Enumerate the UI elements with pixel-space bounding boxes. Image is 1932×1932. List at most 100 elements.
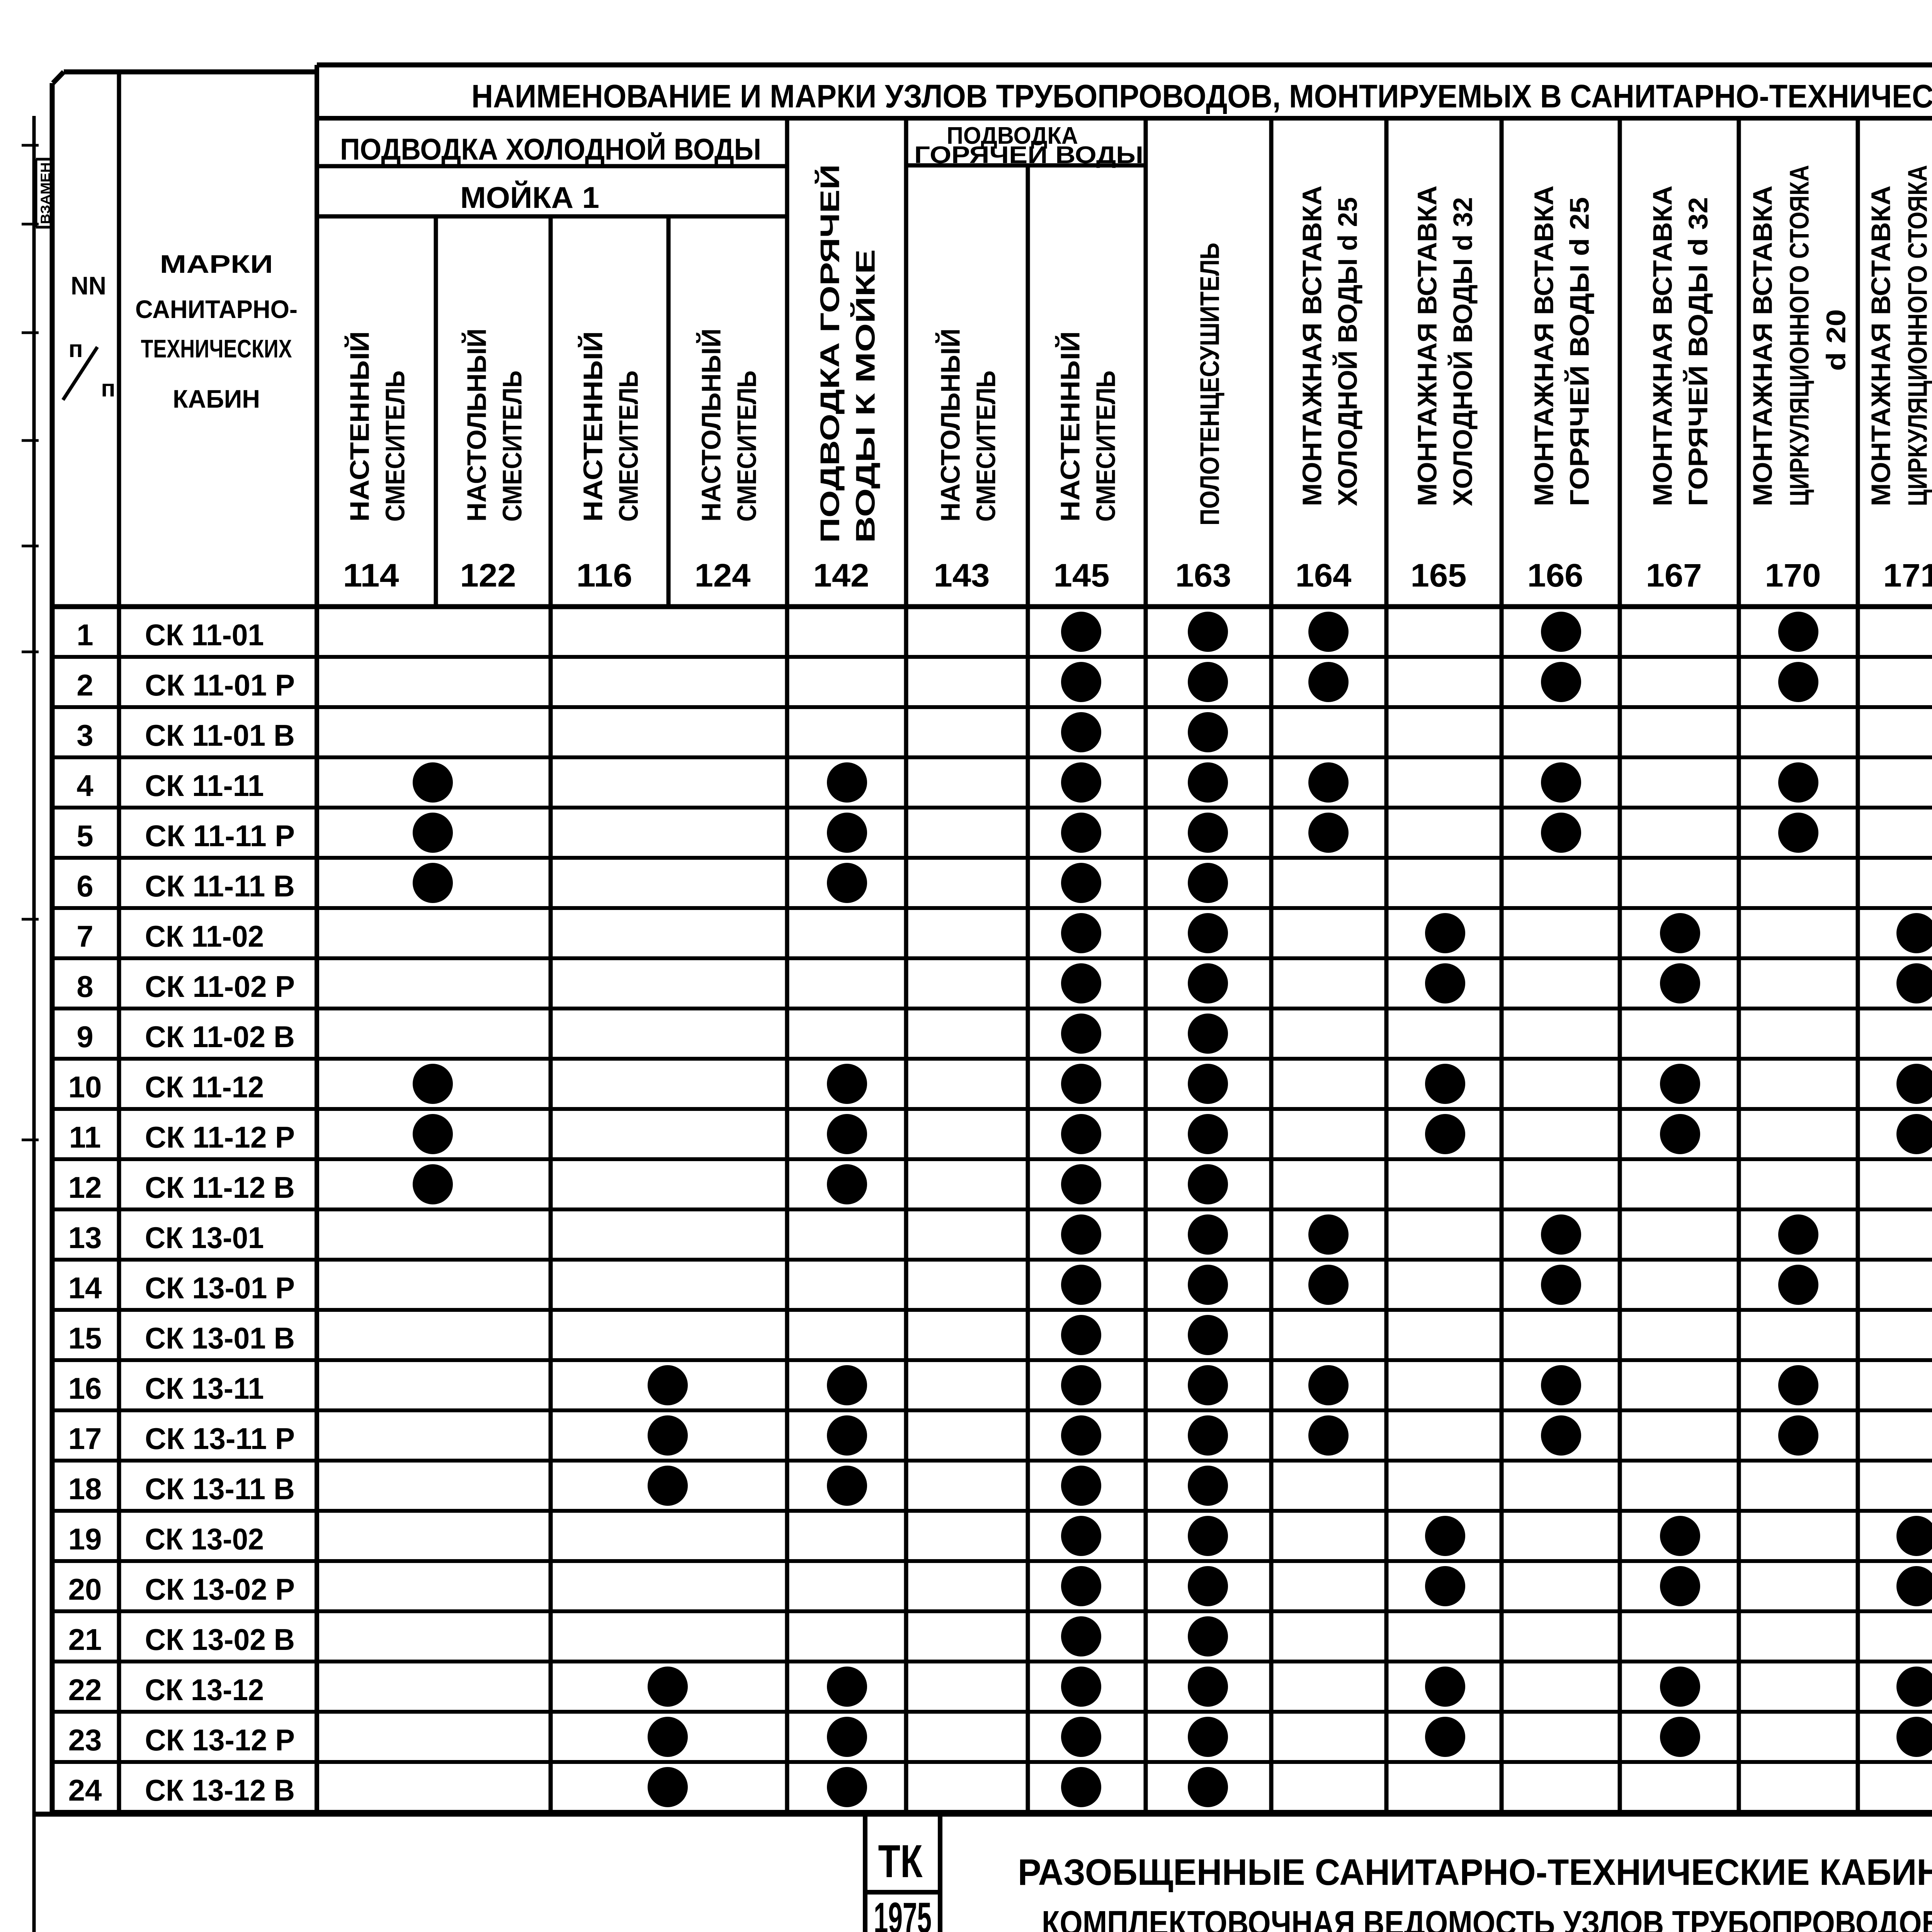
- svg-text:МОНТАЖНАЯ ВСТАВКА: МОНТАЖНАЯ ВСТАВКА: [1529, 185, 1559, 506]
- svg-text:НАСТЕННЫЙ: НАСТЕННЫЙ: [578, 331, 608, 522]
- svg-text:СК 13-01 Р: СК 13-01 Р: [145, 1271, 295, 1305]
- svg-text:НАСТЕННЫЙ: НАСТЕННЫЙ: [1055, 331, 1085, 522]
- svg-text:142: 142: [813, 557, 869, 594]
- svg-text:СК 11-01 В: СК 11-01 В: [145, 718, 295, 752]
- svg-text:МОНТАЖНАЯ ВСТАВКА: МОНТАЖНАЯ ВСТАВКА: [1412, 185, 1442, 506]
- svg-text:16: 16: [68, 1371, 102, 1405]
- svg-text:164: 164: [1296, 557, 1352, 594]
- svg-text:5: 5: [77, 819, 93, 853]
- svg-text:167: 167: [1646, 557, 1702, 594]
- svg-text:НАСТОЛЬНЫЙ: НАСТОЛЬНЫЙ: [461, 328, 492, 522]
- svg-text:СК 13-11: СК 13-11: [145, 1371, 264, 1405]
- svg-text:СК 11-12: СК 11-12: [145, 1070, 264, 1104]
- svg-text:6: 6: [77, 869, 93, 903]
- svg-text:САНИТАРНО-: САНИТАРНО-: [135, 295, 298, 323]
- svg-text:МОЙКА 1: МОЙКА 1: [460, 180, 599, 214]
- svg-text:РАЗОБЩЕННЫЕ САНИТАРНО-ТЕХНИЧ: РАЗОБЩЕННЫЕ САНИТАРНО-ТЕХНИЧЕСКИЕ КАБИНЫ…: [1018, 1852, 1932, 1893]
- svg-text:НАСТЕННЫЙ: НАСТЕННЫЙ: [344, 331, 375, 522]
- svg-text:d 20: d 20: [1821, 309, 1851, 371]
- svg-text:СК 13-01 В: СК 13-01 В: [145, 1321, 295, 1355]
- svg-text:КОМПЛЕКТОВОЧНАЯ ВЕДОМОСТЬ: КОМПЛЕКТОВОЧНАЯ ВЕДОМОСТЬ УЗЛОВ ТРУБОПРО…: [1042, 1904, 1932, 1932]
- svg-text:СК 13-12 Р: СК 13-12 Р: [145, 1723, 295, 1757]
- svg-text:ВЗАМЕН: ВЗАМЕН: [38, 162, 53, 224]
- svg-text:165: 165: [1411, 557, 1467, 594]
- svg-text:170: 170: [1765, 557, 1821, 594]
- svg-text:п: п: [101, 375, 115, 402]
- svg-text:СК 13-11 Р: СК 13-11 Р: [145, 1422, 295, 1456]
- svg-text:СК 11-02 Р: СК 11-02 Р: [145, 969, 295, 1003]
- svg-text:СМЕСИТЕЛЬ: СМЕСИТЕЛЬ: [1091, 371, 1121, 522]
- svg-text:163: 163: [1175, 557, 1231, 594]
- svg-text:СК 11-01: СК 11-01: [145, 618, 264, 652]
- svg-text:МОНТАЖНАЯ ВСТАВКА: МОНТАЖНАЯ ВСТАВКА: [1648, 185, 1678, 506]
- svg-text:СК 11-11 В: СК 11-11 В: [145, 869, 295, 903]
- svg-text:4: 4: [77, 769, 93, 803]
- svg-text:ВОДЫ К МОЙКЕ: ВОДЫ К МОЙКЕ: [850, 249, 881, 543]
- svg-text:СМЕСИТЕЛЬ: СМЕСИТЕЛЬ: [380, 371, 410, 522]
- svg-text:МОНТАЖНАЯ ВСТАВКА: МОНТАЖНАЯ ВСТАВКА: [1748, 185, 1778, 506]
- svg-text:20: 20: [68, 1572, 102, 1606]
- svg-text:19: 19: [68, 1522, 102, 1556]
- svg-text:СК 11-11: СК 11-11: [145, 769, 264, 803]
- svg-text:п: п: [68, 336, 83, 362]
- svg-text:СК 11-12 В: СК 11-12 В: [145, 1170, 295, 1204]
- svg-text:1975: 1975: [874, 1894, 932, 1932]
- svg-text:ТЕХНИЧЕСКИХ: ТЕХНИЧЕСКИХ: [141, 334, 292, 363]
- svg-text:МАРКИ: МАРКИ: [160, 250, 273, 278]
- svg-text:1: 1: [77, 618, 93, 652]
- svg-text:КАБИН: КАБИН: [173, 384, 260, 413]
- svg-text:СК 13-01: СК 13-01: [145, 1221, 264, 1255]
- svg-text:СМЕСИТЕЛЬ: СМЕСИТЕЛЬ: [732, 371, 762, 522]
- svg-text:10: 10: [68, 1070, 102, 1104]
- svg-text:СМЕСИТЕЛЬ: СМЕСИТЕЛЬ: [614, 371, 644, 522]
- svg-text:ПОДВОДКА ХОЛОДНОЙ ВОДЫ: ПОДВОДКА ХОЛОДНОЙ ВОДЫ: [340, 132, 761, 166]
- svg-text:22: 22: [68, 1673, 102, 1707]
- svg-text:СК 13-12: СК 13-12: [145, 1673, 264, 1707]
- svg-text:15: 15: [68, 1321, 102, 1355]
- svg-text:3: 3: [77, 718, 93, 752]
- svg-text:11: 11: [69, 1120, 101, 1154]
- svg-text:23: 23: [68, 1723, 102, 1757]
- svg-text:ГОРЯЧЕЙ ВОДЫ: ГОРЯЧЕЙ ВОДЫ: [914, 141, 1143, 168]
- svg-text:НАСТОЛЬНЫЙ: НАСТОЛЬНЫЙ: [696, 328, 726, 522]
- svg-text:СК 13-12 В: СК 13-12 В: [145, 1773, 295, 1807]
- svg-text:ЦИРКУЛЯЦИОННОГО СТОЯКА: ЦИРКУЛЯЦИОННОГО СТОЯКА: [1903, 165, 1932, 506]
- svg-text:166: 166: [1527, 557, 1583, 594]
- svg-text:НАИМЕНОВАНИЕ И МАРКИ УЗЛ: НАИМЕНОВАНИЕ И МАРКИ УЗЛОВ ТРУБОПРОВОДОВ…: [471, 78, 1932, 114]
- svg-text:ГОРЯЧЕЙ ВОДЫ d 25: ГОРЯЧЕЙ ВОДЫ d 25: [1564, 197, 1595, 506]
- svg-text:СК 11-02 В: СК 11-02 В: [145, 1020, 295, 1054]
- svg-text:171: 171: [1883, 557, 1932, 594]
- svg-text:ТК: ТК: [878, 1835, 923, 1887]
- svg-text:СК 11-11 Р: СК 11-11 Р: [145, 819, 295, 853]
- svg-text:114: 114: [343, 557, 399, 594]
- svg-text:СК 11-12 Р: СК 11-12 Р: [145, 1120, 295, 1154]
- svg-text:ХОЛОДНОЙ ВОДЫ d 32: ХОЛОДНОЙ ВОДЫ d 32: [1447, 197, 1478, 506]
- svg-text:ГОРЯЧЕЙ ВОДЫ d 32: ГОРЯЧЕЙ ВОДЫ d 32: [1683, 197, 1713, 506]
- svg-text:13: 13: [68, 1221, 102, 1255]
- svg-text:116: 116: [577, 557, 633, 594]
- svg-text:18: 18: [68, 1472, 102, 1506]
- svg-text:СК 13-02: СК 13-02: [145, 1522, 264, 1556]
- svg-text:24: 24: [68, 1773, 102, 1807]
- svg-text:ПОЛОТЕНЦЕСУШИТЕЛЬ: ПОЛОТЕНЦЕСУШИТЕЛЬ: [1195, 243, 1225, 526]
- svg-text:ХОЛОДНОЙ ВОДЫ d 25: ХОЛОДНОЙ ВОДЫ d 25: [1332, 197, 1363, 506]
- svg-text:7: 7: [77, 919, 93, 953]
- svg-text:21: 21: [68, 1622, 102, 1656]
- svg-text:2: 2: [77, 668, 93, 702]
- svg-text:МОНТАЖНАЯ ВСТАВКА: МОНТАЖНАЯ ВСТАВКА: [1297, 185, 1327, 506]
- svg-text:НАСТОЛЬНЫЙ: НАСТОЛЬНЫЙ: [935, 328, 966, 522]
- svg-text:СМЕСИТЕЛЬ: СМЕСИТЕЛЬ: [971, 371, 1001, 522]
- svg-text:145: 145: [1054, 557, 1110, 594]
- svg-text:17: 17: [68, 1422, 102, 1456]
- svg-text:СК 11-01 Р: СК 11-01 Р: [145, 668, 295, 702]
- svg-text:СК 13-11 В: СК 13-11 В: [145, 1472, 295, 1506]
- svg-text:122: 122: [460, 557, 516, 594]
- svg-text:14: 14: [68, 1271, 102, 1305]
- svg-text:9: 9: [77, 1020, 93, 1054]
- svg-text:ПОДВОДКА: ПОДВОДКА: [947, 122, 1078, 149]
- svg-text:СК 13-02 В: СК 13-02 В: [145, 1622, 295, 1656]
- svg-text:СК 11-02: СК 11-02: [145, 919, 264, 953]
- svg-text:143: 143: [934, 557, 990, 594]
- svg-text:124: 124: [695, 557, 751, 594]
- svg-text:12: 12: [68, 1170, 102, 1204]
